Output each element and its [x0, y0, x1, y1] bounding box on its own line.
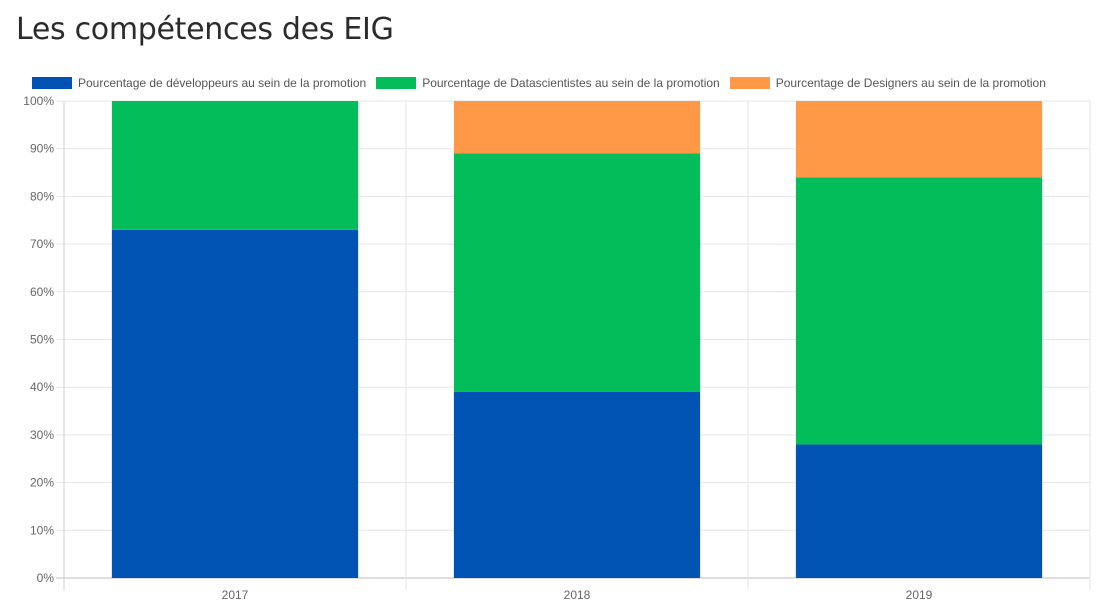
legend-label-designers: Pourcentage de Designers au sein de la p…	[775, 76, 1046, 90]
legend-swatch-developpeurs	[32, 77, 72, 89]
legend-item-designers[interactable]: Pourcentage de Designers au sein de la p…	[729, 76, 1046, 90]
y-tick-label: 20%	[30, 476, 54, 490]
legend-label-developpeurs: Pourcentage de développeurs au sein de l…	[78, 76, 367, 90]
legend-item-datascientistes[interactable]: Pourcentage de Datascientistes au sein d…	[376, 76, 720, 90]
y-tick-label: 50%	[30, 333, 54, 347]
bar-segment-2019-series-2	[795, 101, 1043, 178]
bar-segment-2018-series-1	[453, 153, 701, 392]
chart-legend: Pourcentage de développeurs au sein de l…	[32, 76, 1056, 90]
y-tick-label: 80%	[30, 189, 54, 203]
legend-item-developpeurs[interactable]: Pourcentage de développeurs au sein de l…	[32, 76, 366, 90]
bar-segment-2019-series-1	[795, 177, 1043, 445]
y-tick-label: 100%	[23, 94, 54, 108]
y-tick-label: 40%	[30, 380, 54, 394]
bar-segment-2017-series-0	[111, 229, 359, 579]
bar-segment-2018-series-0	[453, 391, 701, 578]
bar-segment-2017-series-1	[111, 101, 359, 230]
y-tick-label: 10%	[30, 523, 54, 537]
y-tick-label: 70%	[30, 237, 54, 251]
y-tick-label: 0%	[37, 571, 55, 585]
bar-segment-2018-series-2	[453, 101, 701, 154]
legend-swatch-designers	[729, 77, 770, 89]
page-title: Les compétences des EIG	[16, 12, 394, 47]
x-tick-label: 2018	[564, 588, 591, 602]
y-tick-label: 60%	[30, 285, 54, 299]
legend-swatch-datascientistes	[376, 77, 417, 89]
bar-segment-2019-series-0	[795, 444, 1043, 578]
x-tick-label: 2017	[222, 588, 249, 602]
x-tick-label: 2019	[906, 588, 933, 602]
y-tick-label: 90%	[30, 142, 54, 156]
legend-label-datascientistes: Pourcentage de Datascientistes au sein d…	[422, 76, 720, 90]
y-tick-label: 30%	[30, 428, 54, 442]
